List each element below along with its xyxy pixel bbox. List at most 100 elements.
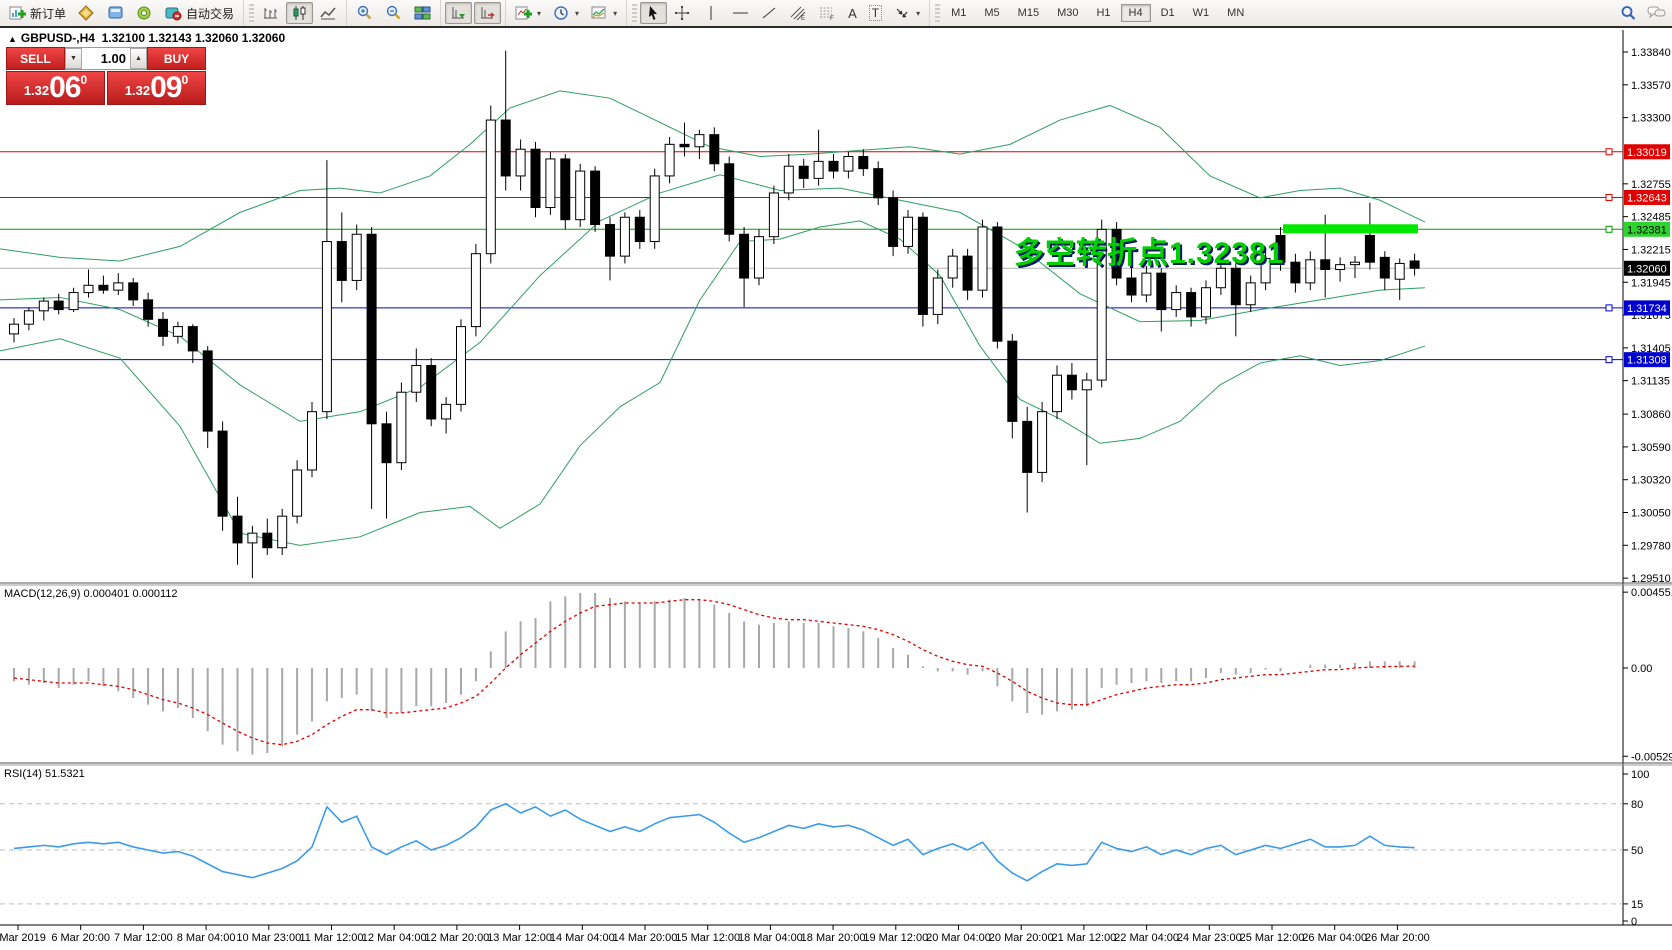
community-button[interactable]	[131, 2, 158, 24]
zoom-out-icon	[385, 5, 402, 21]
trendline-icon	[761, 5, 778, 21]
svg-text:0: 0	[1631, 916, 1637, 928]
svg-text:1.30050: 1.30050	[1631, 508, 1671, 520]
timeframe-W1[interactable]: W1	[1192, 7, 1210, 19]
text-icon: A	[848, 5, 857, 21]
sell-button[interactable]: SELL	[6, 47, 65, 70]
timeframe-MN[interactable]: MN	[1227, 7, 1245, 19]
indicators-icon	[515, 5, 533, 21]
timeframe-M30[interactable]: M30	[1057, 7, 1079, 19]
fibonacci-icon: F	[819, 5, 836, 22]
sell-price-big: 06	[49, 71, 81, 104]
svg-text:20 Mar 20:00: 20 Mar 20:00	[989, 932, 1054, 944]
toolbar-right	[1620, 5, 1672, 21]
line-chart-button[interactable]	[315, 2, 342, 24]
svg-text:1.33570: 1.33570	[1631, 80, 1671, 92]
candlestick-chart-button[interactable]	[286, 2, 314, 24]
zoom-in-button[interactable]	[351, 2, 378, 24]
vertical-line-button[interactable]	[698, 2, 725, 24]
navigator-button[interactable]	[102, 2, 129, 24]
new-order-button[interactable]: 新订单	[4, 2, 71, 25]
timeframe-D1[interactable]: D1	[1160, 7, 1175, 19]
bar-chart-button[interactable]	[257, 2, 284, 24]
periods-button[interactable]: ▾	[548, 2, 584, 24]
svg-text:50: 50	[1631, 845, 1643, 857]
horizontal-line-button[interactable]	[727, 2, 754, 24]
svg-text:1.32381: 1.32381	[1627, 224, 1667, 236]
arrows-button[interactable]: ▾	[889, 2, 925, 24]
volume-input[interactable]	[82, 48, 130, 69]
new-order-label: 新订单	[30, 6, 67, 21]
timeframe-M15[interactable]: M15	[1017, 7, 1040, 19]
svg-text:1.33300: 1.33300	[1631, 113, 1671, 125]
search-icon[interactable]	[1620, 5, 1637, 21]
templates-icon	[591, 5, 608, 21]
timeframe-H4[interactable]: H4	[1120, 4, 1151, 22]
grip	[249, 4, 255, 22]
symbol-period-label: GBPUSD-,H4	[20, 31, 95, 45]
one-click-collapse-icon[interactable]: ▲	[8, 34, 17, 44]
market-watch-button[interactable]	[73, 2, 100, 24]
periods-icon	[553, 5, 570, 21]
sell-price-sup: 0	[80, 73, 88, 87]
toolbar: 新订单 自动交易	[0, 0, 1672, 28]
timeframe-bar: M1 M5 M15 M30 H1 H4 D1 W1 MN	[942, 4, 1253, 22]
autotrade-button[interactable]: 自动交易	[160, 2, 239, 25]
indicators-button[interactable]: ▾	[510, 2, 546, 24]
timeframe-H1[interactable]: H1	[1096, 7, 1111, 19]
svg-text:1.32643: 1.32643	[1627, 192, 1667, 204]
line-chart-icon	[320, 5, 337, 21]
templates-button[interactable]: ▾	[586, 2, 622, 24]
crosshair-button[interactable]	[669, 2, 696, 24]
buy-price[interactable]: 1.32 09 0	[107, 71, 206, 105]
macd-panel: 0.004551 0.00 -0.005295	[13, 587, 1672, 763]
auto-scroll-icon	[450, 5, 467, 21]
cursor-button[interactable]	[640, 2, 668, 24]
text-label-button[interactable]: T	[864, 2, 887, 24]
rsi-name: RSI(14)	[4, 768, 42, 780]
svg-text:1.31945: 1.31945	[1631, 277, 1671, 289]
svg-text:14 Mar 04:00: 14 Mar 04:00	[550, 932, 615, 944]
macd-signal-value: 0.000112	[132, 588, 178, 600]
svg-text:8 Mar 04:00: 8 Mar 04:00	[177, 932, 236, 944]
svg-text:1.30860: 1.30860	[1631, 409, 1671, 421]
crosshair-icon	[674, 5, 691, 21]
buy-button[interactable]: BUY	[147, 47, 206, 70]
trendline-button[interactable]	[756, 2, 783, 24]
svg-text:12 Mar 04:00: 12 Mar 04:00	[362, 932, 427, 944]
svg-text:80: 80	[1631, 799, 1643, 811]
tile-windows-icon	[414, 5, 431, 21]
tile-windows-button[interactable]	[409, 2, 436, 24]
svg-text:10 Mar 23:00: 10 Mar 23:00	[236, 932, 301, 944]
timeframe-M5[interactable]: M5	[984, 7, 1000, 19]
sell-price[interactable]: 1.32 06 0	[6, 71, 105, 105]
main-chart-panel: 1.33840 1.33570 1.33300 1.32755 1.32485 1.322…	[0, 30, 1672, 925]
svg-text:12 Mar 20:00: 12 Mar 20:00	[424, 932, 489, 944]
new-order-icon	[9, 5, 26, 21]
channel-button[interactable]: E	[785, 2, 812, 24]
svg-text:100: 100	[1631, 769, 1649, 781]
svg-text:11 Mar 12:00: 11 Mar 12:00	[299, 932, 363, 944]
chat-icon[interactable]	[1647, 5, 1666, 21]
svg-text:15: 15	[1631, 899, 1643, 911]
text-button[interactable]: A	[843, 3, 862, 24]
volume-down-button[interactable]: ▼	[65, 48, 82, 69]
auto-scroll-button[interactable]	[445, 2, 473, 24]
zoom-out-button[interactable]	[380, 2, 407, 24]
svg-text:F: F	[830, 16, 834, 21]
timeframe-M1[interactable]: M1	[951, 7, 967, 19]
svg-text:26 Mar 04:00: 26 Mar 04:00	[1302, 932, 1367, 944]
volume-up-button[interactable]: ▲	[130, 48, 147, 69]
horizontal-line-icon	[732, 5, 749, 21]
buy-price-small: 1.32	[124, 83, 151, 98]
svg-text:E: E	[801, 16, 805, 21]
indicators-caret: ▾	[537, 8, 542, 18]
svg-text:1.29510: 1.29510	[1631, 573, 1671, 585]
arrows-icon	[894, 5, 911, 21]
pivot-annotation-text[interactable]: 多空转折点1.32381	[1014, 237, 1285, 270]
chart-shift-button[interactable]	[474, 2, 502, 24]
fibonacci-button[interactable]: F	[814, 2, 841, 24]
rsi-indicator-label: RSI(14) 51.5321	[4, 768, 85, 780]
